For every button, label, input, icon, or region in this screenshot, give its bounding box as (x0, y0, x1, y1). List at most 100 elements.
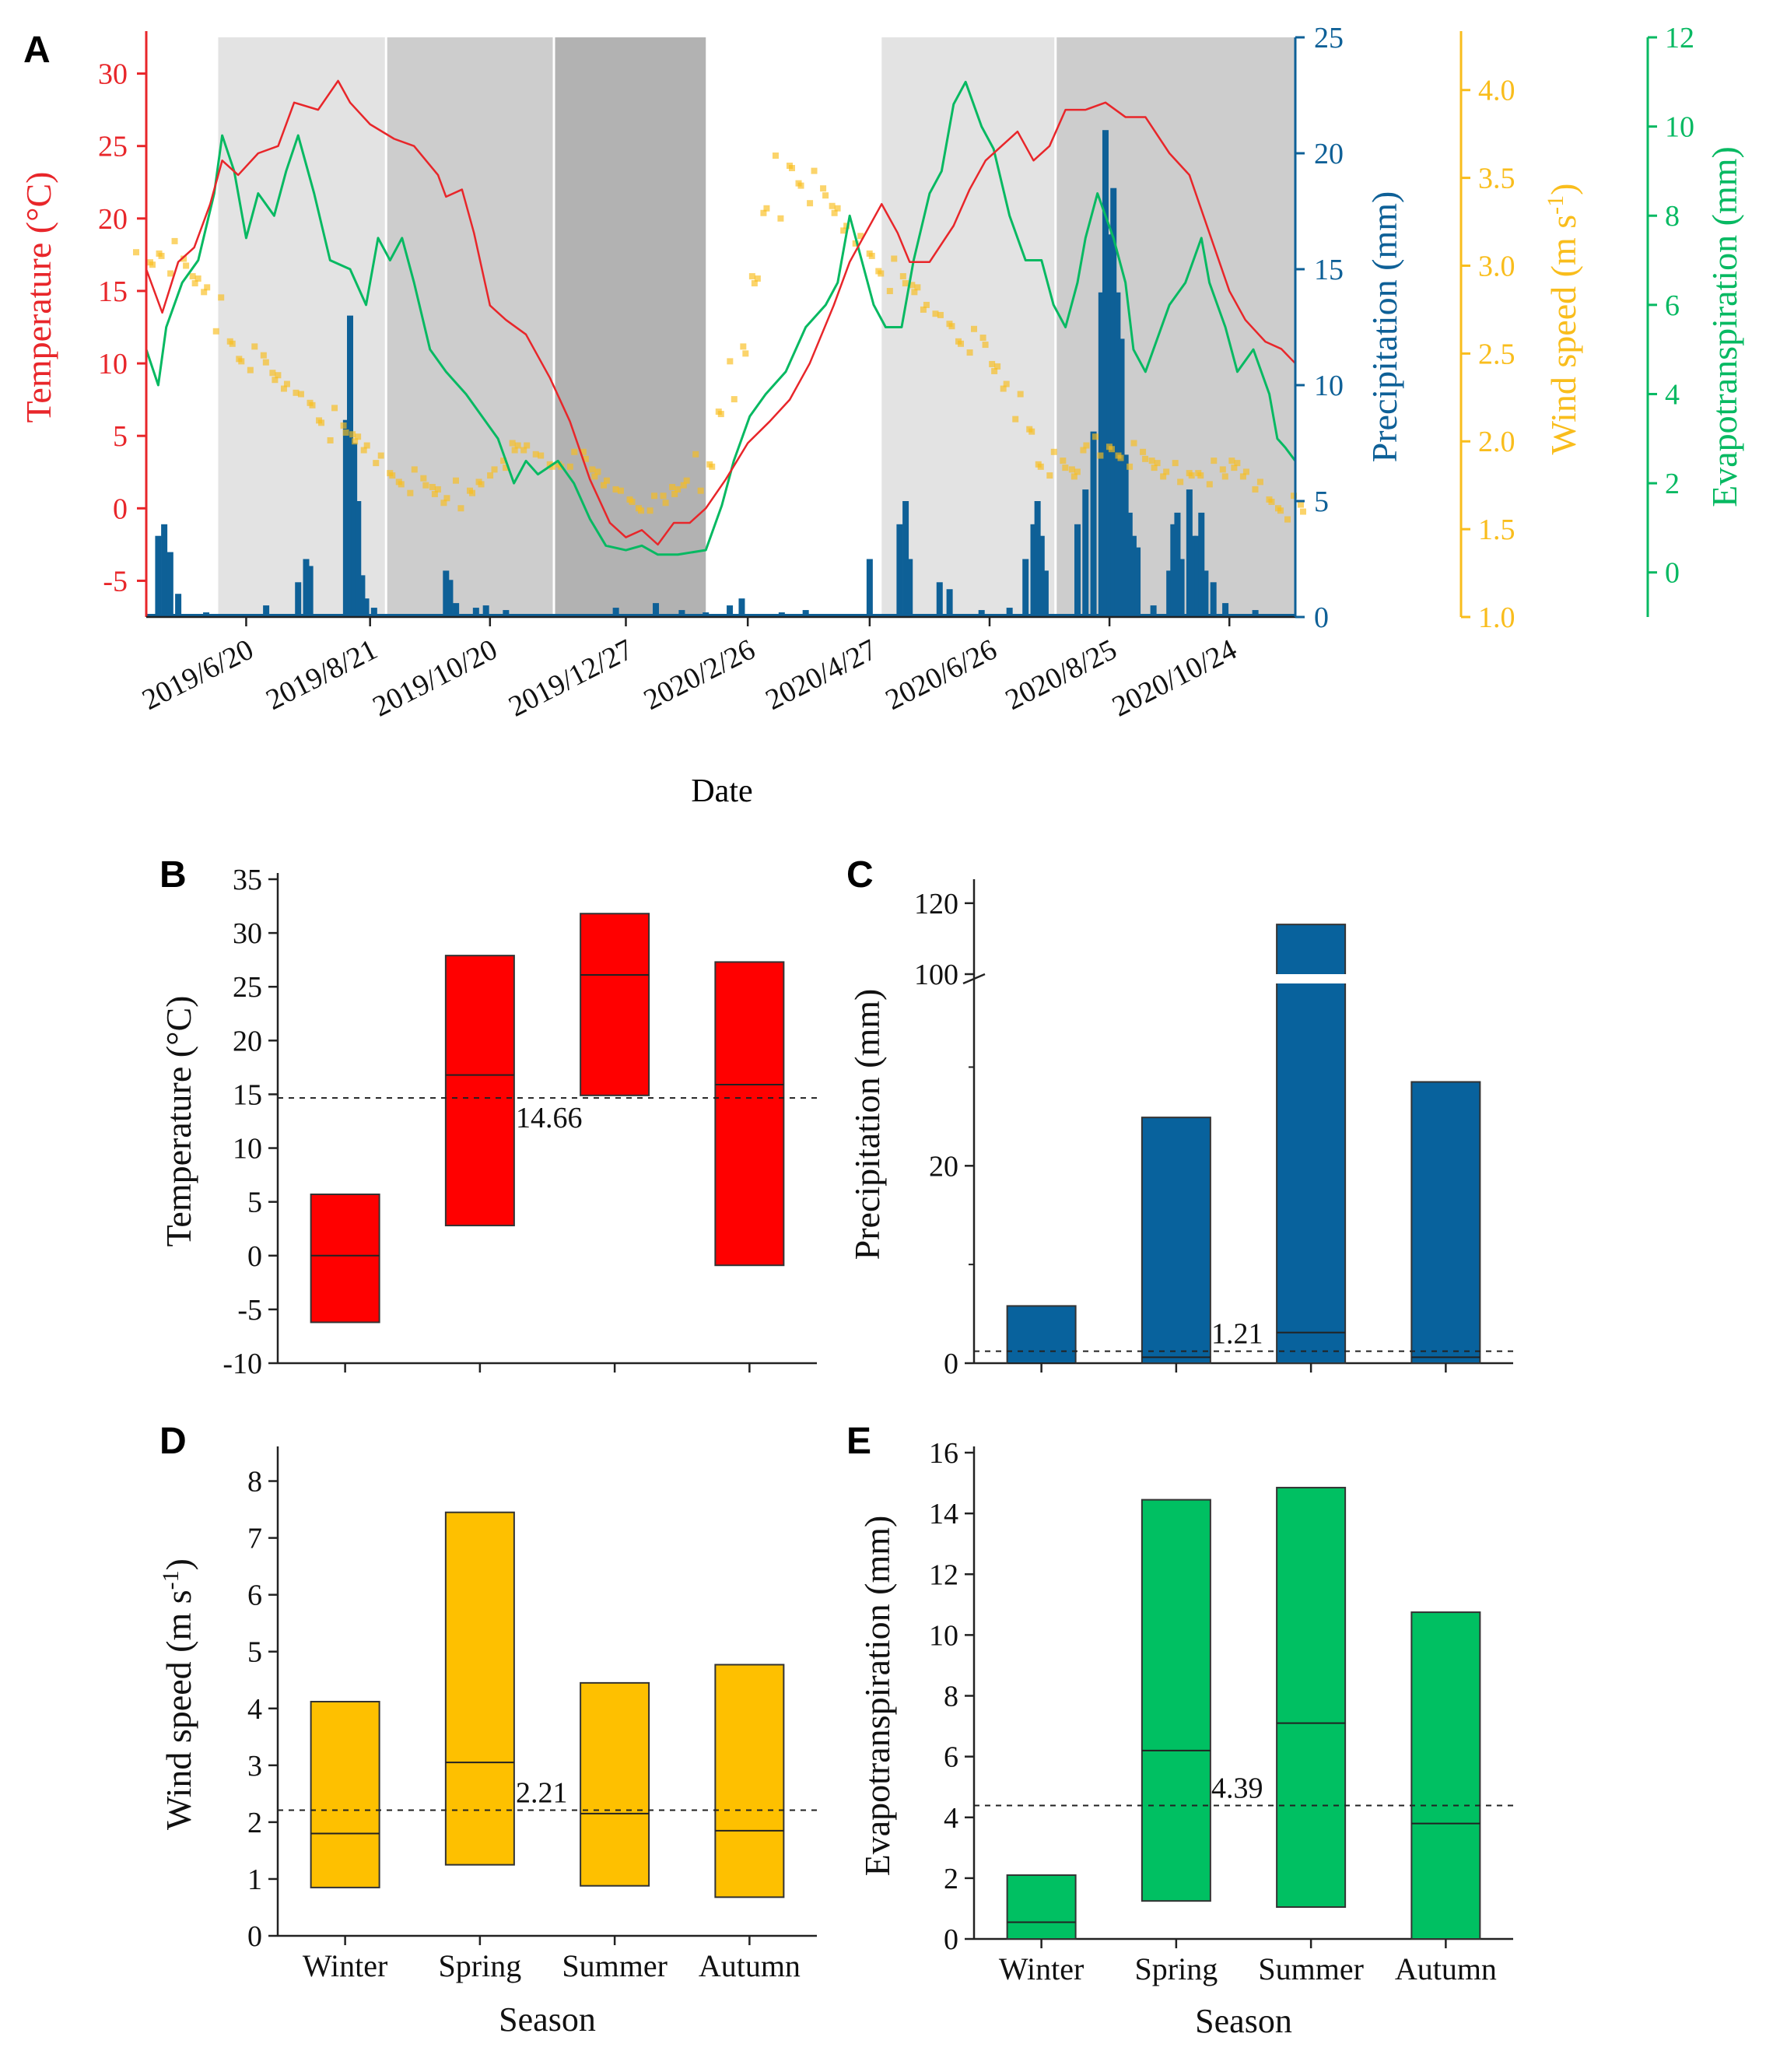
precipitation-bar (1186, 489, 1193, 617)
precipitation-bar (1106, 234, 1113, 617)
y-tick-label: 0 (944, 1923, 958, 1956)
precipitation-bar (295, 582, 302, 617)
y-tick-label: 1 (247, 1863, 262, 1896)
wind-speed-point (811, 167, 818, 174)
wind-speed-point (909, 282, 916, 289)
panel-e-plot: 0 2 4 6 8 10 12 14 16 Evapotranspiration (mm) Wint… (857, 1437, 1513, 2040)
date-tick-label: 2019/12/27 (503, 633, 638, 724)
x-tick-label: Spring (439, 1948, 522, 1983)
temperature-axis-title: Temperature (°C) (19, 172, 58, 423)
wind-speed-point (180, 255, 187, 262)
wind-speed-point (763, 205, 770, 212)
et-tick-label: 0 (1665, 557, 1680, 590)
bar-break-gap (1275, 974, 1347, 983)
y-tick-label: 7 (247, 1523, 262, 1555)
wind-speed-point (158, 252, 165, 259)
precipitation-bar (342, 419, 349, 617)
wind-speed-point (989, 360, 996, 367)
axis-break-mark (962, 973, 986, 985)
wind-speed-point (886, 288, 893, 295)
y-tick-label: 30 (233, 917, 262, 950)
wind-speed-point (1012, 415, 1019, 422)
wind-speed-point (651, 493, 658, 500)
wind-speed-point (1108, 446, 1115, 453)
wind-speed-point (937, 311, 944, 318)
wind-speed-point (772, 153, 779, 160)
box-autumn (1410, 1081, 1481, 1364)
y-tick-label: 8 (247, 1466, 262, 1499)
et-tick-label: 12 (1665, 22, 1694, 54)
wind-speed-point (754, 275, 761, 282)
wind-speed-point (675, 486, 682, 493)
date-tick-label: 2020/4/27 (761, 633, 882, 717)
wind-speed-point (280, 385, 287, 392)
y-axis-title: Temperature (°C) (159, 996, 198, 1247)
precipitation-bar (363, 598, 370, 617)
wind-speed-point (727, 358, 734, 365)
precipitation-bar (161, 524, 168, 617)
date-tick-label: 2019/6/20 (137, 633, 258, 717)
wind-speed-point (1160, 473, 1167, 480)
wind-speed-point (914, 284, 921, 291)
panel-a-letter: A (23, 30, 51, 71)
wind-tick-label: 1.0 (1478, 601, 1515, 634)
wind-speed-point (189, 273, 196, 280)
precipitation-bar (902, 501, 909, 617)
wind-speed-point (478, 481, 485, 488)
wind-speed-point (1291, 493, 1298, 500)
wind-speed-point (777, 215, 784, 222)
y-tick-label: 12 (929, 1558, 958, 1591)
box-spring (1141, 1117, 1211, 1365)
precipitation-bar (612, 608, 619, 617)
wind-speed-point (389, 472, 396, 479)
y-tick-label: -10 (223, 1348, 262, 1380)
wind-speed-point (683, 477, 690, 484)
date-tick-label: 2020/8/25 (1000, 633, 1122, 717)
wind-speed-point (1097, 452, 1104, 459)
wind-speed-point (511, 447, 518, 454)
wind-speed-point (204, 284, 211, 291)
y-axis-title-main: Wind speed (m s (159, 1590, 198, 1830)
wind-speed-point (1060, 458, 1067, 465)
precipitation-axis-title: Precipitation (mm) (1365, 191, 1404, 463)
wind-speed-point (532, 451, 539, 458)
wind-speed-point (434, 486, 441, 493)
y-tick-label: 3 (247, 1750, 262, 1783)
precipitation-bar (1082, 489, 1089, 617)
wind-speed-point (709, 463, 716, 470)
x-tick-label: Summer (1258, 1951, 1364, 1986)
wind-speed-point (443, 495, 450, 502)
panel-b-plot: -10 -5 0 5 10 15 20 25 30 35 Temperature (°C) 14.66 (159, 864, 817, 1380)
x-tick-label: Summer (562, 1948, 668, 1983)
wind-speed-point (820, 185, 827, 192)
y-axis-title: Wind speed (m s-1) (158, 1558, 199, 1830)
precipitation-bar (1252, 610, 1259, 617)
et-tick-label: 2 (1665, 468, 1680, 500)
wind-speed-point (1206, 481, 1213, 488)
y-tick-label: 25 (233, 971, 262, 1004)
wind-speed-point (520, 447, 527, 454)
wind-axis-title: Wind speed (m s-1) (1543, 184, 1584, 455)
precipitation-bar (738, 598, 745, 617)
wind-speed-point (1080, 447, 1087, 454)
wind-speed-point (923, 301, 930, 308)
y-axis-title-end: ) (159, 1558, 198, 1570)
wind-speed-point (262, 359, 269, 366)
precipitation-bar (1150, 605, 1157, 617)
wind-speed-point (487, 472, 494, 479)
wind-speed-point (571, 448, 578, 455)
y-axis-title-sup: -1 (158, 1570, 184, 1590)
box-spring (1141, 1499, 1211, 1902)
wind-speed-point (1188, 472, 1195, 479)
precipitation-bar (1006, 608, 1013, 617)
precipitation-bar (1038, 535, 1045, 617)
precipitation-bar (1178, 559, 1185, 617)
wind-speed-point (1130, 440, 1137, 447)
precipitation-tick-label: 10 (1314, 370, 1344, 402)
precipitation-bar (482, 605, 489, 617)
wind-speed-point (1037, 463, 1044, 470)
wind-speed-point (751, 280, 758, 287)
y-tick-label: 4 (247, 1693, 262, 1726)
box-autumn (714, 1664, 785, 1898)
wind-speed-point (1050, 448, 1057, 455)
